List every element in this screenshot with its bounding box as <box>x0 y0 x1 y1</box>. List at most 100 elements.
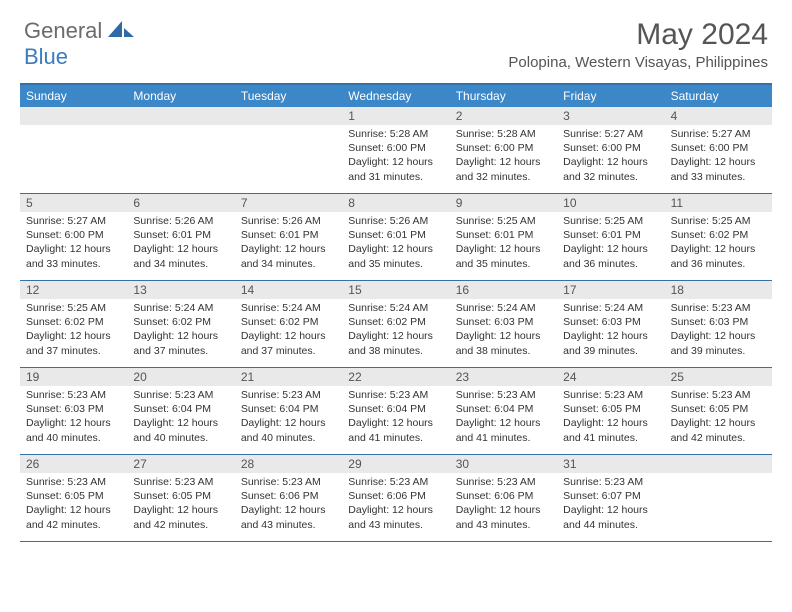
sunrise-text: Sunrise: 5:25 AM <box>671 214 766 228</box>
page-header: General May 2024 Polopina, Western Visay… <box>0 0 792 79</box>
day-cell <box>127 107 234 193</box>
day-number: 6 <box>127 194 234 212</box>
day-cell: 29Sunrise: 5:23 AMSunset: 6:06 PMDayligh… <box>342 455 449 541</box>
day-cell: 13Sunrise: 5:24 AMSunset: 6:02 PMDayligh… <box>127 281 234 367</box>
daylight-text: Daylight: 12 hours and 40 minutes. <box>26 416 121 444</box>
day-details: Sunrise: 5:25 AMSunset: 6:02 PMDaylight:… <box>20 299 127 362</box>
day-details: Sunrise: 5:23 AMSunset: 6:06 PMDaylight:… <box>235 473 342 536</box>
day-number: 1 <box>342 107 449 125</box>
sunset-text: Sunset: 6:07 PM <box>563 489 658 503</box>
day-details: Sunrise: 5:27 AMSunset: 6:00 PMDaylight:… <box>665 125 772 188</box>
sunset-text: Sunset: 6:00 PM <box>456 141 551 155</box>
day-cell: 11Sunrise: 5:25 AMSunset: 6:02 PMDayligh… <box>665 194 772 280</box>
day-details: Sunrise: 5:23 AMSunset: 6:06 PMDaylight:… <box>342 473 449 536</box>
day-details: Sunrise: 5:25 AMSunset: 6:01 PMDaylight:… <box>557 212 664 275</box>
sunrise-text: Sunrise: 5:26 AM <box>241 214 336 228</box>
daylight-text: Daylight: 12 hours and 43 minutes. <box>348 503 443 531</box>
day-cell: 28Sunrise: 5:23 AMSunset: 6:06 PMDayligh… <box>235 455 342 541</box>
day-details: Sunrise: 5:27 AMSunset: 6:00 PMDaylight:… <box>20 212 127 275</box>
daylight-text: Daylight: 12 hours and 38 minutes. <box>456 329 551 357</box>
day-cell: 25Sunrise: 5:23 AMSunset: 6:05 PMDayligh… <box>665 368 772 454</box>
day-number: 23 <box>450 368 557 386</box>
day-number: 31 <box>557 455 664 473</box>
daylight-text: Daylight: 12 hours and 37 minutes. <box>26 329 121 357</box>
sunrise-text: Sunrise: 5:27 AM <box>26 214 121 228</box>
day-details: Sunrise: 5:26 AMSunset: 6:01 PMDaylight:… <box>235 212 342 275</box>
daylight-text: Daylight: 12 hours and 42 minutes. <box>133 503 228 531</box>
day-cell: 31Sunrise: 5:23 AMSunset: 6:07 PMDayligh… <box>557 455 664 541</box>
daylight-text: Daylight: 12 hours and 41 minutes. <box>563 416 658 444</box>
day-cell: 26Sunrise: 5:23 AMSunset: 6:05 PMDayligh… <box>20 455 127 541</box>
week-row: 12Sunrise: 5:25 AMSunset: 6:02 PMDayligh… <box>20 281 772 368</box>
day-number: 9 <box>450 194 557 212</box>
daylight-text: Daylight: 12 hours and 33 minutes. <box>671 155 766 183</box>
day-details: Sunrise: 5:23 AMSunset: 6:06 PMDaylight:… <box>450 473 557 536</box>
day-cell: 8Sunrise: 5:26 AMSunset: 6:01 PMDaylight… <box>342 194 449 280</box>
day-details: Sunrise: 5:27 AMSunset: 6:00 PMDaylight:… <box>557 125 664 188</box>
sunrise-text: Sunrise: 5:24 AM <box>241 301 336 315</box>
day-details: Sunrise: 5:23 AMSunset: 6:03 PMDaylight:… <box>20 386 127 449</box>
sunrise-text: Sunrise: 5:25 AM <box>456 214 551 228</box>
daylight-text: Daylight: 12 hours and 36 minutes. <box>671 242 766 270</box>
day-number: 28 <box>235 455 342 473</box>
day-cell: 21Sunrise: 5:23 AMSunset: 6:04 PMDayligh… <box>235 368 342 454</box>
day-details: Sunrise: 5:23 AMSunset: 6:05 PMDaylight:… <box>20 473 127 536</box>
daylight-text: Daylight: 12 hours and 39 minutes. <box>671 329 766 357</box>
day-number <box>235 107 342 125</box>
sunset-text: Sunset: 6:04 PM <box>456 402 551 416</box>
sunset-text: Sunset: 6:02 PM <box>348 315 443 329</box>
day-number: 7 <box>235 194 342 212</box>
week-row: 26Sunrise: 5:23 AMSunset: 6:05 PMDayligh… <box>20 455 772 542</box>
day-number: 11 <box>665 194 772 212</box>
day-number: 5 <box>20 194 127 212</box>
sunset-text: Sunset: 6:00 PM <box>348 141 443 155</box>
sunset-text: Sunset: 6:04 PM <box>348 402 443 416</box>
day-cell: 17Sunrise: 5:24 AMSunset: 6:03 PMDayligh… <box>557 281 664 367</box>
sunrise-text: Sunrise: 5:23 AM <box>456 475 551 489</box>
day-number: 24 <box>557 368 664 386</box>
sunset-text: Sunset: 6:00 PM <box>26 228 121 242</box>
weekday-header: Wednesday <box>342 85 449 107</box>
sunset-text: Sunset: 6:01 PM <box>348 228 443 242</box>
sunset-text: Sunset: 6:04 PM <box>241 402 336 416</box>
day-cell: 12Sunrise: 5:25 AMSunset: 6:02 PMDayligh… <box>20 281 127 367</box>
day-number: 16 <box>450 281 557 299</box>
week-row: 5Sunrise: 5:27 AMSunset: 6:00 PMDaylight… <box>20 194 772 281</box>
day-cell: 15Sunrise: 5:24 AMSunset: 6:02 PMDayligh… <box>342 281 449 367</box>
day-details: Sunrise: 5:25 AMSunset: 6:01 PMDaylight:… <box>450 212 557 275</box>
sunset-text: Sunset: 6:05 PM <box>26 489 121 503</box>
week-row: 1Sunrise: 5:28 AMSunset: 6:00 PMDaylight… <box>20 107 772 194</box>
sunrise-text: Sunrise: 5:26 AM <box>133 214 228 228</box>
sunrise-text: Sunrise: 5:28 AM <box>456 127 551 141</box>
daylight-text: Daylight: 12 hours and 32 minutes. <box>456 155 551 183</box>
sunset-text: Sunset: 6:02 PM <box>26 315 121 329</box>
day-cell: 30Sunrise: 5:23 AMSunset: 6:06 PMDayligh… <box>450 455 557 541</box>
day-cell: 18Sunrise: 5:23 AMSunset: 6:03 PMDayligh… <box>665 281 772 367</box>
day-number: 22 <box>342 368 449 386</box>
day-details: Sunrise: 5:26 AMSunset: 6:01 PMDaylight:… <box>342 212 449 275</box>
day-number: 25 <box>665 368 772 386</box>
day-number: 8 <box>342 194 449 212</box>
sunrise-text: Sunrise: 5:25 AM <box>563 214 658 228</box>
sunset-text: Sunset: 6:03 PM <box>671 315 766 329</box>
sunset-text: Sunset: 6:01 PM <box>456 228 551 242</box>
day-number: 17 <box>557 281 664 299</box>
day-number: 27 <box>127 455 234 473</box>
daylight-text: Daylight: 12 hours and 39 minutes. <box>563 329 658 357</box>
day-number <box>127 107 234 125</box>
sunset-text: Sunset: 6:02 PM <box>671 228 766 242</box>
brand-part1: General <box>24 18 102 44</box>
day-details: Sunrise: 5:28 AMSunset: 6:00 PMDaylight:… <box>342 125 449 188</box>
sunset-text: Sunset: 6:00 PM <box>563 141 658 155</box>
sunrise-text: Sunrise: 5:23 AM <box>241 388 336 402</box>
sunrise-text: Sunrise: 5:24 AM <box>456 301 551 315</box>
daylight-text: Daylight: 12 hours and 43 minutes. <box>241 503 336 531</box>
day-cell: 3Sunrise: 5:27 AMSunset: 6:00 PMDaylight… <box>557 107 664 193</box>
daylight-text: Daylight: 12 hours and 38 minutes. <box>348 329 443 357</box>
day-details: Sunrise: 5:25 AMSunset: 6:02 PMDaylight:… <box>665 212 772 275</box>
day-number: 12 <box>20 281 127 299</box>
day-number: 19 <box>20 368 127 386</box>
day-number: 4 <box>665 107 772 125</box>
day-number <box>665 455 772 473</box>
sunrise-text: Sunrise: 5:27 AM <box>671 127 766 141</box>
